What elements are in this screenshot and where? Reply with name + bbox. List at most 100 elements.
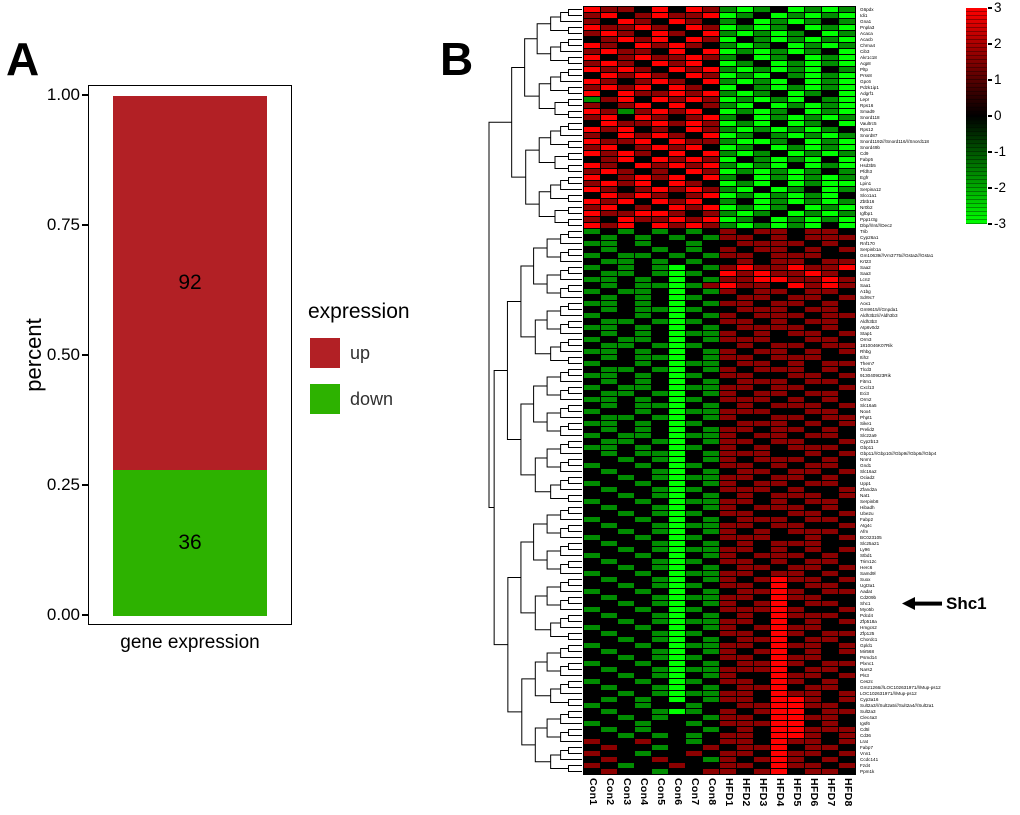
heatmap-cell bbox=[584, 379, 600, 384]
heatmap-cell bbox=[635, 619, 651, 624]
heatmap-cell bbox=[635, 85, 651, 90]
heatmap-cell bbox=[771, 757, 787, 762]
heatmap-cell bbox=[788, 349, 804, 354]
gene-label: Aadat bbox=[860, 588, 873, 594]
heatmap-cell bbox=[737, 133, 753, 138]
heatmap-cell bbox=[635, 217, 651, 222]
heatmap-cell bbox=[754, 553, 770, 558]
heatmap-cell bbox=[771, 337, 787, 342]
heatmap-cell bbox=[635, 157, 651, 162]
gene-label: Atg4c bbox=[860, 522, 872, 528]
heatmap-cell bbox=[601, 379, 617, 384]
heatmap-cell bbox=[652, 517, 668, 522]
heatmap-cell bbox=[618, 403, 634, 408]
heatmap-cell bbox=[584, 721, 600, 726]
gene-label: Snord1192///Snord116///Snord118 bbox=[860, 138, 929, 144]
heatmap-cell bbox=[652, 715, 668, 720]
heatmap-cell bbox=[703, 643, 719, 648]
heatmap-cell bbox=[839, 229, 855, 234]
heatmap-cell bbox=[737, 61, 753, 66]
heatmap-cell bbox=[720, 523, 736, 528]
heatmap-cell bbox=[754, 607, 770, 612]
heatmap-cell bbox=[720, 685, 736, 690]
gene-label: Rps16 bbox=[860, 102, 874, 108]
heatmap-cell bbox=[584, 331, 600, 336]
heatmap-cell bbox=[805, 439, 821, 444]
heatmap-cell bbox=[720, 463, 736, 468]
heatmap-cell bbox=[754, 55, 770, 60]
heatmap-cell bbox=[652, 181, 668, 186]
heatmap-cell bbox=[737, 31, 753, 36]
heatmap-cell bbox=[601, 289, 617, 294]
heatmap-cell bbox=[805, 247, 821, 252]
x-axis-title: gene expression bbox=[120, 632, 260, 653]
heatmap-cell bbox=[720, 331, 736, 336]
heatmap-cell bbox=[805, 37, 821, 42]
heatmap-cell bbox=[805, 349, 821, 354]
heatmap-cell bbox=[669, 73, 685, 78]
heatmap-cell bbox=[771, 541, 787, 546]
heatmap-cell bbox=[652, 601, 668, 606]
heatmap-cell bbox=[584, 607, 600, 612]
heatmap-cell bbox=[788, 115, 804, 120]
heatmap-cell bbox=[720, 577, 736, 582]
bar-segment-up: 92 bbox=[113, 96, 267, 470]
heatmap-cell bbox=[737, 67, 753, 72]
heatmap-cell bbox=[618, 397, 634, 402]
heatmap-cell bbox=[635, 295, 651, 300]
heatmap-cell bbox=[652, 325, 668, 330]
heatmap-cell bbox=[669, 499, 685, 504]
heatmap-cell bbox=[584, 409, 600, 414]
heatmap-cell bbox=[720, 745, 736, 750]
heatmap-cell bbox=[839, 673, 855, 678]
heatmap-cell bbox=[703, 631, 719, 636]
heatmap-cell bbox=[635, 553, 651, 558]
gene-label: Igsf6 bbox=[860, 720, 870, 726]
heatmap-cell bbox=[754, 385, 770, 390]
heatmap-cell bbox=[788, 67, 804, 72]
heatmap-cell bbox=[737, 517, 753, 522]
heatmap-cell bbox=[669, 445, 685, 450]
heatmap-cell bbox=[822, 223, 838, 228]
heatmap-cell bbox=[754, 199, 770, 204]
heatmap-cell bbox=[652, 241, 668, 246]
heatmap-cell bbox=[822, 127, 838, 132]
heatmap-cell bbox=[720, 643, 736, 648]
heatmap-cell bbox=[737, 355, 753, 360]
heatmap-cell bbox=[703, 697, 719, 702]
heatmap-cell bbox=[635, 91, 651, 96]
heatmap-cell bbox=[754, 703, 770, 708]
gene-label: Snord118 bbox=[860, 114, 880, 120]
heatmap-cell bbox=[584, 169, 600, 174]
heatmap-cell bbox=[584, 325, 600, 330]
heatmap-cell bbox=[601, 589, 617, 594]
heatmap-cell bbox=[822, 583, 838, 588]
heatmap-cell bbox=[686, 55, 702, 60]
heatmap-cell bbox=[618, 577, 634, 582]
heatmap-cell bbox=[822, 475, 838, 480]
heatmap-cell bbox=[839, 175, 855, 180]
heatmap-cell bbox=[686, 307, 702, 312]
heatmap-cell bbox=[601, 403, 617, 408]
heatmap-cell bbox=[601, 421, 617, 426]
heatmap-cell bbox=[652, 373, 668, 378]
heatmap-cell bbox=[805, 319, 821, 324]
heatmap-cell bbox=[737, 163, 753, 168]
heatmap-cell bbox=[686, 739, 702, 744]
heatmap-cell bbox=[839, 619, 855, 624]
heatmap-cell bbox=[805, 511, 821, 516]
heatmap-cell bbox=[720, 583, 736, 588]
heatmap-cell bbox=[652, 469, 668, 474]
heatmap-cell bbox=[771, 445, 787, 450]
heatmap-cell bbox=[788, 61, 804, 66]
heatmap-cell bbox=[669, 667, 685, 672]
heatmap-cell bbox=[822, 421, 838, 426]
heatmap-cell bbox=[754, 349, 770, 354]
heatmap-cell bbox=[805, 745, 821, 750]
heatmap-cell bbox=[737, 727, 753, 732]
heatmap-cell bbox=[601, 295, 617, 300]
heatmap-cell bbox=[839, 445, 855, 450]
heatmap-cell bbox=[788, 565, 804, 570]
heatmap-cell bbox=[737, 595, 753, 600]
heatmap-cell bbox=[788, 385, 804, 390]
